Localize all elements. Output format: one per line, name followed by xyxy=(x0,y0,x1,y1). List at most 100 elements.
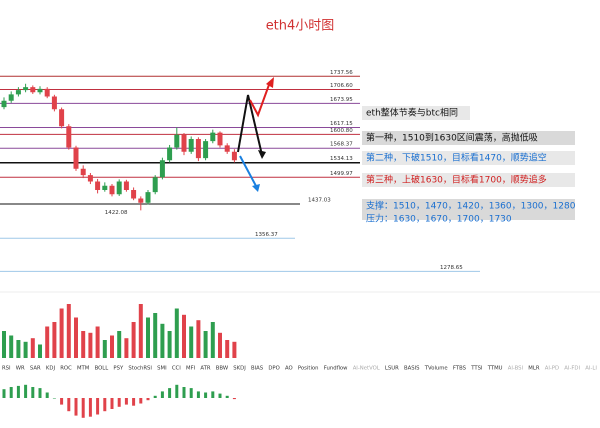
indicator-tab[interactable]: CCI xyxy=(172,366,181,372)
candle-body xyxy=(95,181,101,190)
indicator-tab[interactable]: KDJ xyxy=(46,366,56,372)
candle-body xyxy=(174,134,180,148)
macd-bar xyxy=(110,398,114,409)
macd-bar xyxy=(204,392,208,398)
volume-bar xyxy=(218,332,222,358)
volume-bar xyxy=(174,308,179,358)
candle-body xyxy=(159,160,165,178)
indicator-tab[interactable]: TTSI xyxy=(470,366,483,372)
indicator-tab[interactable]: AI-NetVOL xyxy=(353,366,380,372)
indicator-tab[interactable]: PSY xyxy=(113,366,124,372)
candle-body xyxy=(217,132,223,146)
indicator-tab[interactable]: ATR xyxy=(200,366,210,372)
volume-bar xyxy=(81,331,86,358)
indicator-tab[interactable]: Fundflow xyxy=(324,366,348,372)
volume-bar xyxy=(23,341,28,358)
indicator-tab[interactable]: WR xyxy=(16,366,25,372)
candle-body xyxy=(59,109,65,127)
note-text: 第一种，1510到1630区间震荡，高抛低吸 xyxy=(366,132,538,144)
note-text: 第三种，上破1630，目标看1700，顺势追多 xyxy=(366,174,547,186)
indicator-tab[interactable]: LSUR xyxy=(385,366,399,372)
candle-body xyxy=(210,132,216,142)
candle-body xyxy=(152,177,158,193)
candle-body xyxy=(224,145,230,152)
macd-bar xyxy=(88,398,92,417)
indicator-tab[interactable]: ROC xyxy=(60,366,72,372)
indicator-tab[interactable]: FTBS xyxy=(453,366,467,372)
candle-body xyxy=(203,141,209,159)
path-arrow-blue xyxy=(239,155,257,187)
volume-bar xyxy=(59,308,64,358)
indicator-tab[interactable]: BOLL xyxy=(95,366,109,372)
macd-bar xyxy=(218,393,222,398)
indicator-tab[interactable]: StochRSI xyxy=(128,366,152,372)
macd-bar xyxy=(16,385,20,398)
arrow-head xyxy=(266,77,274,88)
indicator-tab[interactable]: DPO xyxy=(268,366,279,372)
volume-bar xyxy=(110,335,114,358)
indicator-tab[interactable]: RSI xyxy=(2,366,11,372)
indicator-tab[interactable]: BBW xyxy=(216,366,229,372)
macd-bar xyxy=(232,398,236,400)
macd-bar xyxy=(103,398,107,412)
macd-bar xyxy=(67,398,71,412)
macd-bar xyxy=(117,398,121,407)
indicator-tab[interactable]: MTM xyxy=(77,366,90,372)
indicator-tab[interactable]: AO xyxy=(285,366,293,372)
indicator-tab[interactable]: AI-LI xyxy=(585,366,597,372)
candle-body xyxy=(123,181,129,190)
arrow-head xyxy=(258,150,266,159)
indicator-tab[interactable]: MFI xyxy=(186,366,196,372)
indicator-tab[interactable]: TTMU xyxy=(487,366,503,372)
volume-bar xyxy=(38,344,42,358)
indicator-tab[interactable]: AI-PD xyxy=(545,366,559,372)
macd-bar xyxy=(31,387,35,398)
candle-body xyxy=(109,185,115,195)
note-text: 支撑：1510，1470，1420，1360，1300，1280 xyxy=(366,200,576,212)
indicator-tab[interactable]: SKDJ xyxy=(233,366,246,372)
macd-bar xyxy=(182,387,186,398)
level-label: 1278.65 xyxy=(440,265,463,271)
indicator-tab[interactable]: Position xyxy=(298,366,319,372)
volume-bar xyxy=(196,320,201,358)
macd-bar xyxy=(168,388,172,398)
indicator-tab[interactable]: MLR xyxy=(528,366,540,372)
indicator-tab[interactable]: BIAS xyxy=(251,366,264,372)
indicator-tab[interactable]: AI-BSI xyxy=(508,366,524,372)
macd-bar xyxy=(74,398,78,416)
candle-body xyxy=(87,175,93,182)
note-background xyxy=(362,199,575,213)
macd-bar xyxy=(146,398,150,401)
candle-body xyxy=(1,100,7,108)
indicator-tab[interactable]: TVolume xyxy=(424,366,448,372)
indicator-tab[interactable]: BASIS xyxy=(404,366,420,372)
indicator-tab[interactable]: SMI xyxy=(157,366,167,372)
macd-bar xyxy=(196,391,200,398)
volume-bar xyxy=(131,322,136,358)
volume-bar xyxy=(225,340,230,358)
level-label: 1706.60 xyxy=(330,83,353,89)
volume-bar xyxy=(9,335,14,358)
candle-body xyxy=(44,88,50,97)
candle-body xyxy=(102,185,108,190)
candle-body xyxy=(167,147,173,161)
candle-body xyxy=(23,87,29,91)
arrow-head xyxy=(252,184,260,192)
volume-bar xyxy=(2,331,6,358)
level-label: 1356.37 xyxy=(255,232,278,238)
indicator-tab[interactable]: SAR xyxy=(30,366,41,372)
level-label: 1499.97 xyxy=(330,171,353,177)
volume-bar xyxy=(210,322,215,358)
candle-body xyxy=(188,139,194,152)
level-label: 1737.56 xyxy=(330,70,353,76)
candle-body xyxy=(145,192,151,203)
volume-bar xyxy=(88,332,93,358)
level-label: 1673.95 xyxy=(330,97,353,103)
path-arrow-red xyxy=(249,81,271,118)
indicator-tab[interactable]: AI-FDI xyxy=(564,366,580,372)
note-background xyxy=(362,131,575,145)
macd-bar xyxy=(38,388,42,398)
candle-body xyxy=(131,190,137,199)
level-label: 1437.03 xyxy=(308,198,331,204)
